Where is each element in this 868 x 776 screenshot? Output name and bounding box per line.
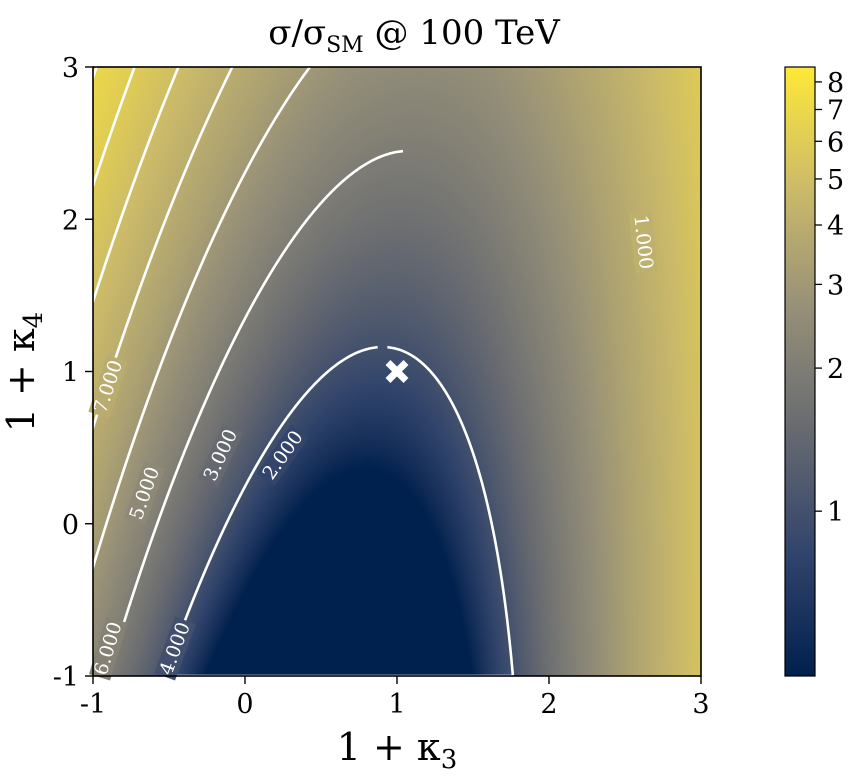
contour-line xyxy=(93,67,136,190)
x-tick-label: 0 xyxy=(236,689,253,720)
colorbar-tick-label: 6 xyxy=(827,127,844,158)
x-axis-label: 1 + κ3 xyxy=(337,725,457,775)
contour-line xyxy=(93,67,311,572)
contour-line xyxy=(93,67,180,306)
y-tick-label: -1 xyxy=(53,662,79,693)
colorbar-tick-label: 7 xyxy=(827,95,844,126)
colorbar-tick-label: 2 xyxy=(827,354,844,385)
y-tick-label: 0 xyxy=(62,510,79,541)
contour-line xyxy=(106,149,404,676)
sm-point-marker xyxy=(385,360,409,383)
colorbar-tick-label: 5 xyxy=(827,165,844,196)
colorbar-gradient xyxy=(785,67,815,676)
marker-stroke xyxy=(385,360,409,383)
x-tick-label: 2 xyxy=(540,689,557,720)
colorbar-tick-label: 3 xyxy=(827,270,844,301)
colorbar-tick-label: 4 xyxy=(827,211,844,242)
contour-line xyxy=(163,345,515,676)
y-axis-label: 1 + κ4 xyxy=(0,312,49,432)
colorbar: 1 2 3 4 5 678 xyxy=(784,66,844,677)
y-tick-label: 3 xyxy=(62,53,79,84)
colorbar-ticks: 1 2 3 4 5 678 xyxy=(815,68,844,528)
x-tick-label: 3 xyxy=(692,689,709,720)
x-tick-label: -1 xyxy=(80,689,106,720)
colorbar-tick-label: 1 xyxy=(827,497,844,528)
colorbar-frame xyxy=(784,66,816,677)
y-axis-ticks: -1 0 1 2 3 xyxy=(53,53,93,693)
x-tick-label: 1 xyxy=(388,689,405,720)
y-tick-label: 2 xyxy=(62,205,79,236)
chart-title: σ/σSM @ 100 TeV xyxy=(268,13,561,58)
x-axis-ticks: -1 0 1 2 3 xyxy=(80,676,710,720)
colorbar-tick-label: 8 xyxy=(827,68,844,99)
y-tick-label: 1 xyxy=(62,358,79,389)
